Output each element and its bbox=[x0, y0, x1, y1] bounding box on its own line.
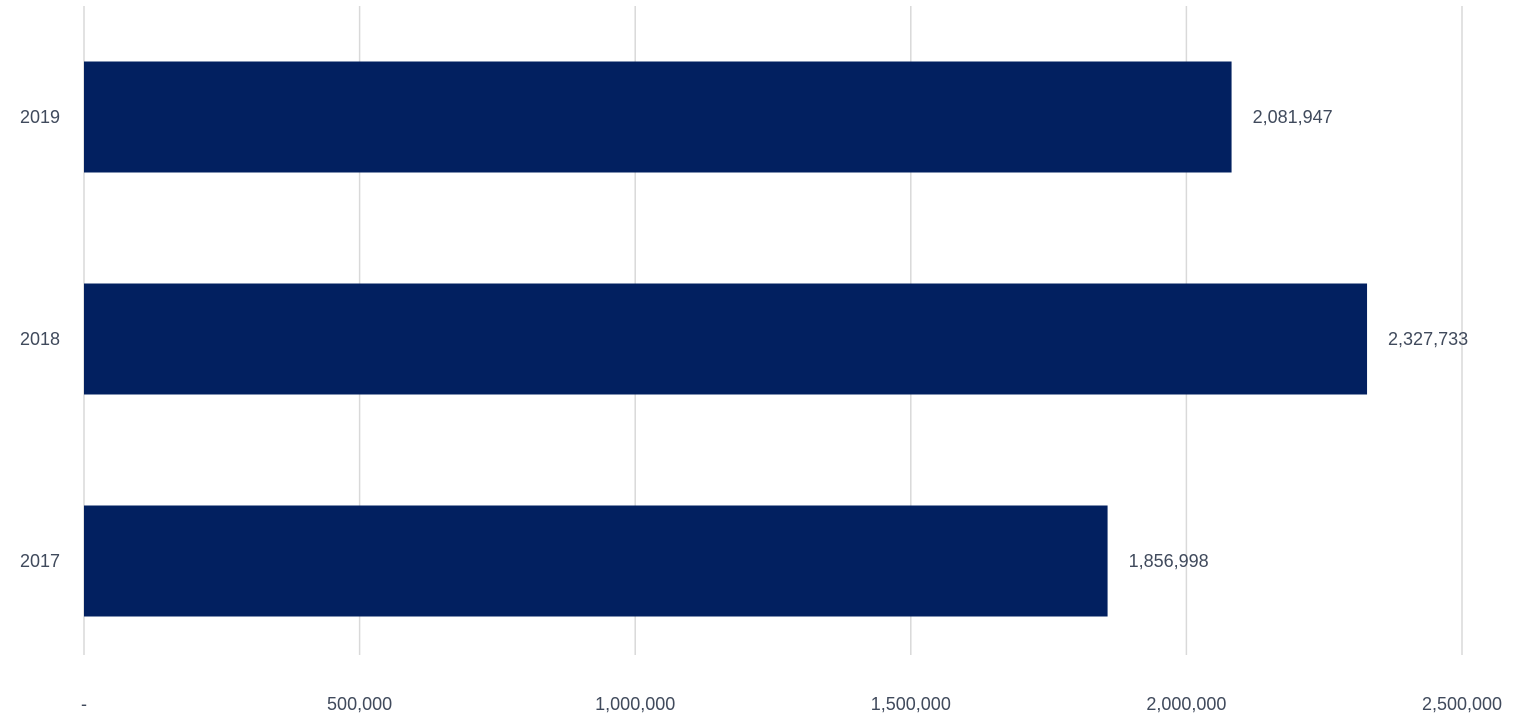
data-label: 2,081,947 bbox=[1253, 107, 1333, 127]
data-label: 1,856,998 bbox=[1129, 551, 1209, 571]
x-tick-label: 1,500,000 bbox=[871, 694, 951, 714]
bars bbox=[84, 61, 1368, 617]
bar bbox=[84, 61, 1232, 173]
data-labels: 2,081,947 2,327,733 1,856,998 bbox=[1129, 107, 1469, 571]
bar bbox=[84, 283, 1368, 395]
y-axis-labels: 2019 2018 2017 bbox=[20, 107, 60, 571]
x-tick-label: 2,500,000 bbox=[1422, 694, 1502, 714]
bar bbox=[84, 505, 1108, 617]
y-tick-label: 2018 bbox=[20, 329, 60, 349]
y-tick-label: 2017 bbox=[20, 551, 60, 571]
x-tick-label: 1,000,000 bbox=[595, 694, 675, 714]
x-tick-label: 2,000,000 bbox=[1146, 694, 1226, 714]
x-tick-label: 500,000 bbox=[327, 694, 392, 714]
y-tick-label: 2019 bbox=[20, 107, 60, 127]
x-axis-labels: - 500,000 1,000,000 1,500,000 2,000,000 2,500… bbox=[81, 694, 1502, 714]
x-tick-label: - bbox=[81, 694, 87, 714]
data-label: 2,327,733 bbox=[1388, 329, 1468, 349]
